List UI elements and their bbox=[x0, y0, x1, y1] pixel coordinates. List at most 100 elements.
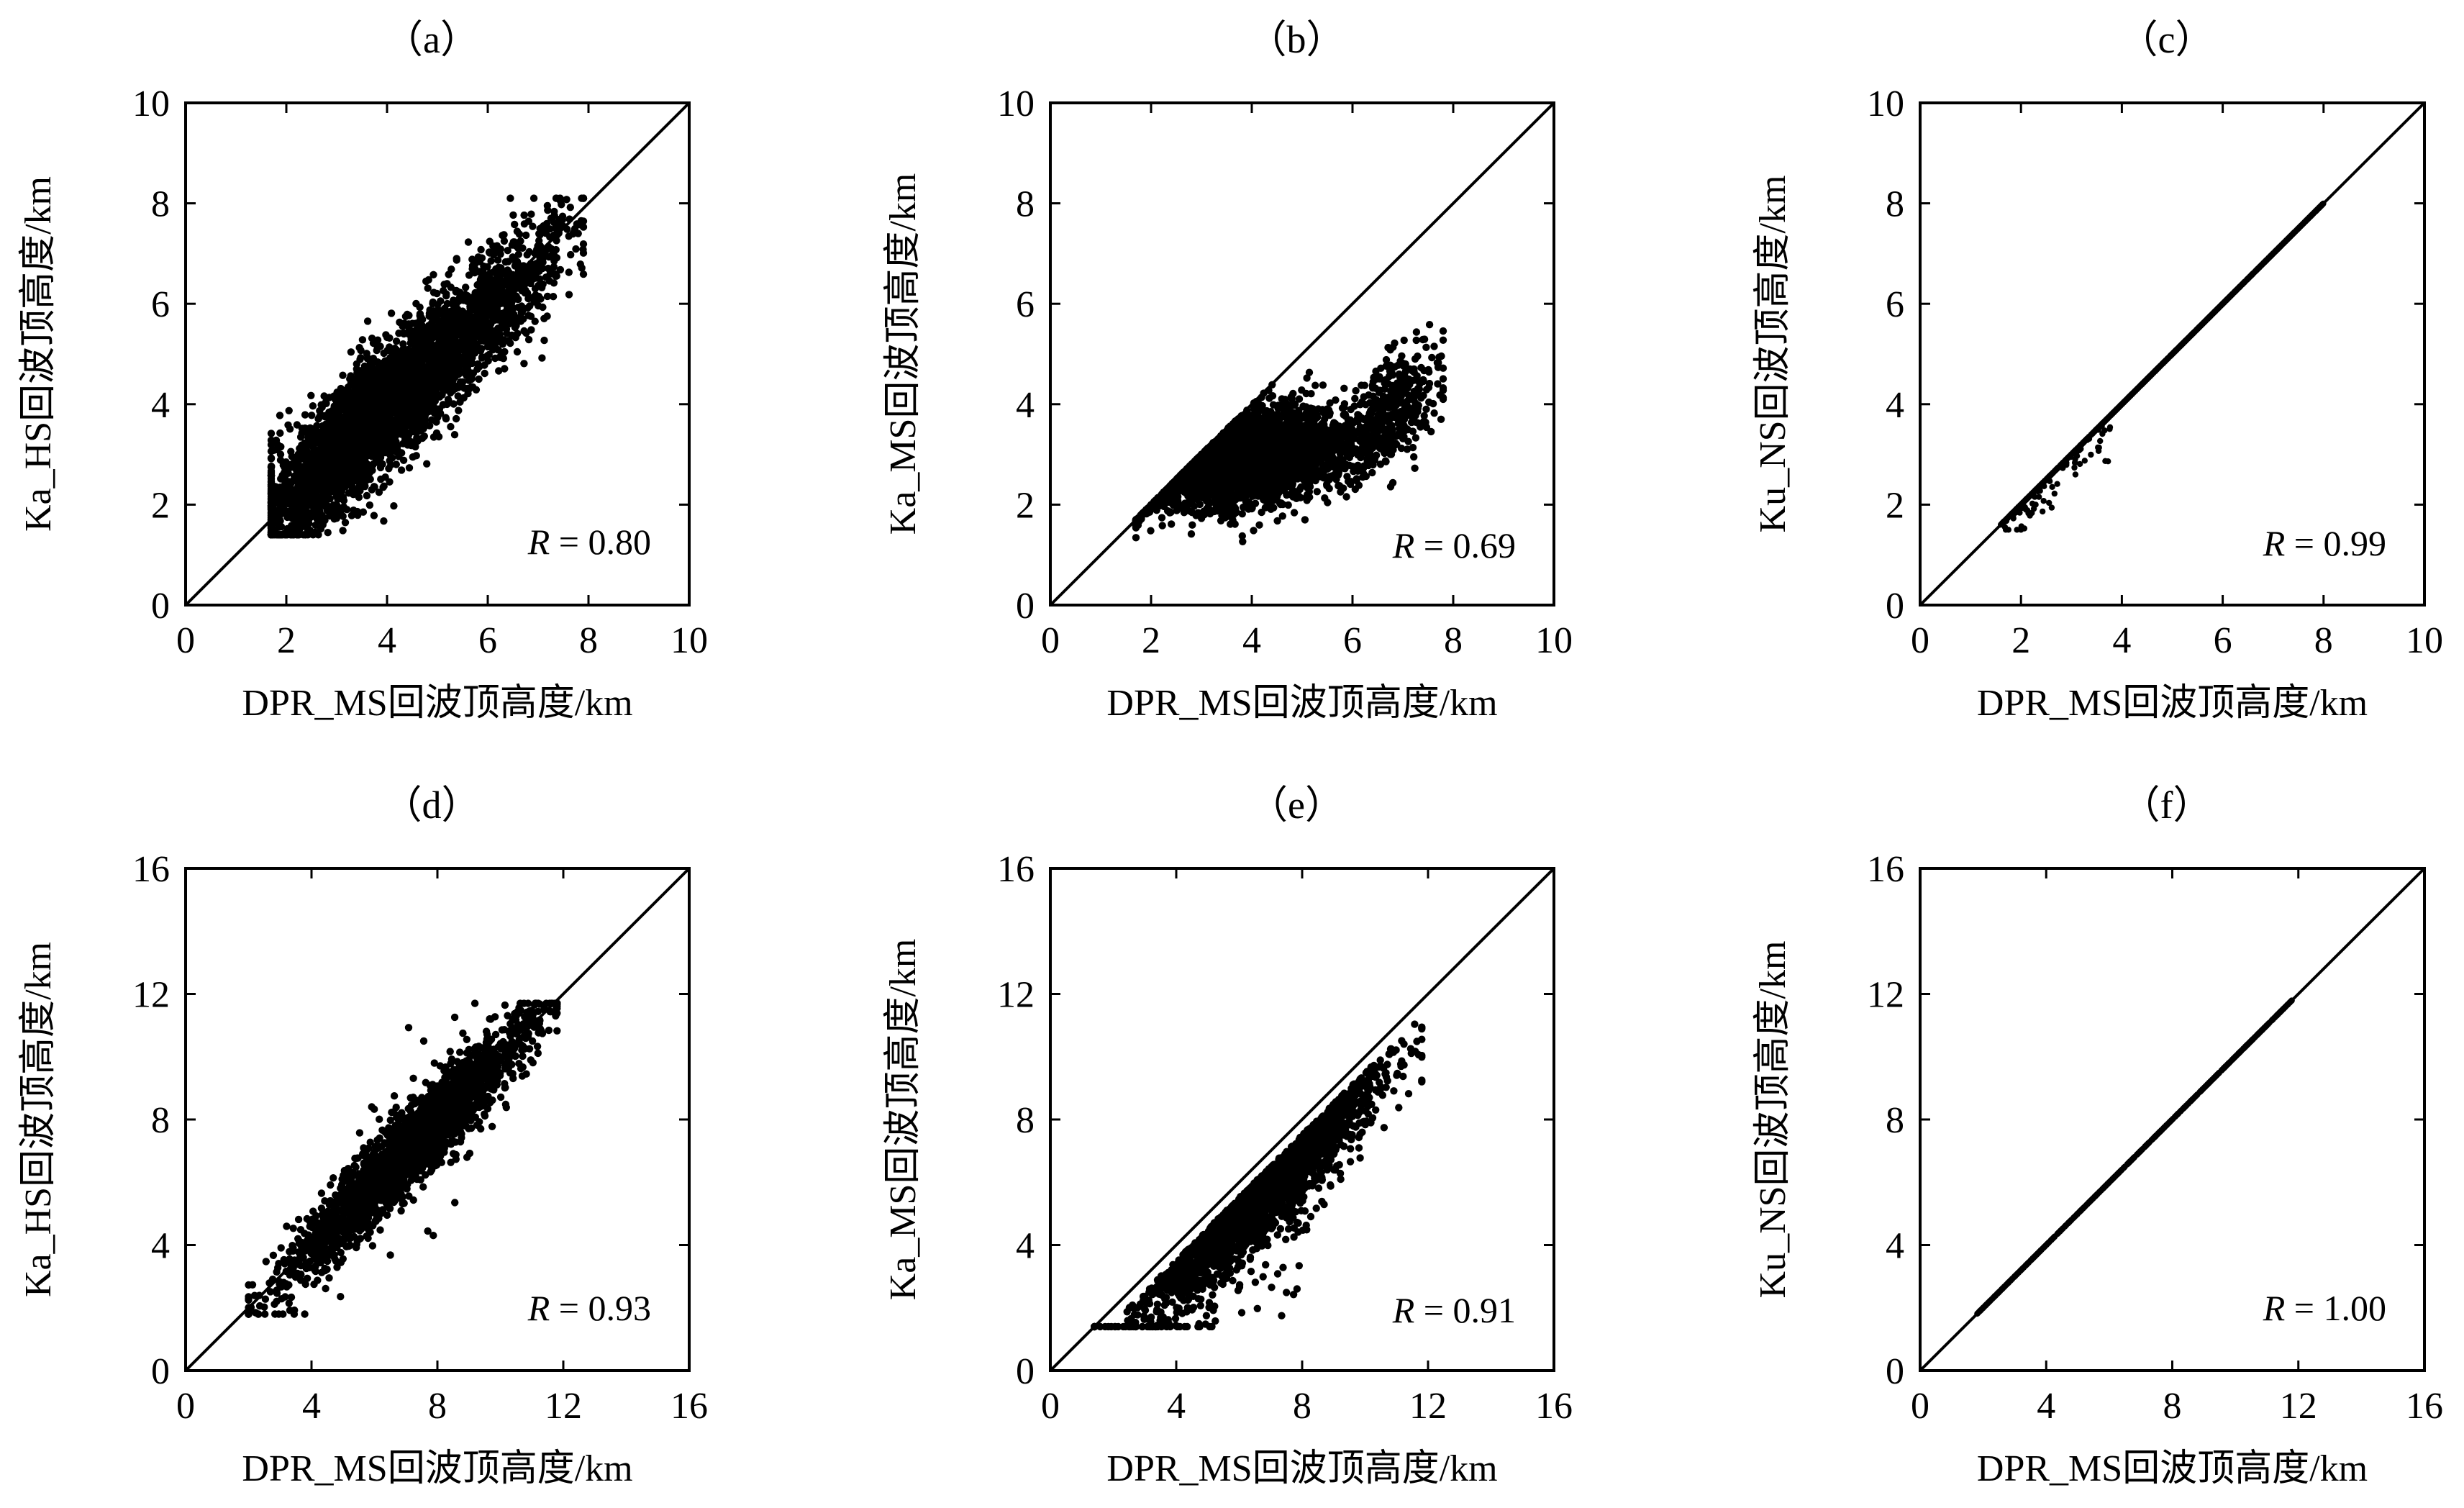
data-point bbox=[481, 361, 488, 369]
data-point bbox=[378, 413, 386, 421]
data-point bbox=[543, 292, 552, 301]
data-point bbox=[372, 456, 381, 465]
data-point bbox=[386, 450, 394, 459]
data-point bbox=[399, 329, 408, 337]
data-point bbox=[345, 453, 353, 461]
data-point bbox=[309, 485, 317, 493]
data-point bbox=[410, 362, 418, 370]
data-point bbox=[452, 414, 460, 423]
data-point bbox=[440, 281, 448, 289]
data-point bbox=[486, 269, 494, 277]
data-point bbox=[565, 291, 573, 299]
data-point bbox=[1411, 434, 1420, 442]
data-point bbox=[437, 363, 445, 371]
correlation-value: = 0.80 bbox=[550, 522, 651, 562]
data-point bbox=[447, 355, 455, 363]
data-point bbox=[520, 220, 529, 228]
data-point bbox=[542, 273, 550, 281]
data-point bbox=[276, 429, 284, 437]
data-point bbox=[494, 256, 502, 264]
data-point bbox=[429, 299, 437, 308]
data-point bbox=[413, 434, 421, 442]
data-point bbox=[309, 402, 317, 410]
data-point bbox=[514, 295, 522, 304]
data-point bbox=[453, 255, 460, 263]
data-point bbox=[447, 422, 455, 431]
data-point bbox=[504, 247, 512, 255]
data-point bbox=[553, 272, 560, 280]
data-point bbox=[373, 358, 382, 366]
data-point bbox=[412, 411, 419, 419]
data-point bbox=[405, 464, 414, 472]
data-point bbox=[576, 260, 584, 268]
data-point bbox=[1297, 483, 1305, 491]
data-point bbox=[352, 417, 360, 424]
data-point bbox=[358, 336, 367, 344]
data-point bbox=[440, 286, 447, 295]
data-point bbox=[468, 255, 476, 263]
data-point bbox=[359, 417, 367, 425]
data-point bbox=[524, 294, 532, 303]
data-point bbox=[314, 492, 322, 500]
data-point bbox=[520, 327, 528, 335]
data-point bbox=[348, 483, 357, 492]
data-point bbox=[285, 406, 293, 414]
data-point bbox=[322, 439, 331, 447]
data-point bbox=[385, 465, 393, 473]
data-point bbox=[506, 194, 514, 202]
data-point bbox=[313, 422, 321, 430]
data-point bbox=[273, 445, 281, 454]
data-point bbox=[304, 465, 312, 474]
data-point bbox=[579, 249, 588, 257]
data-point bbox=[496, 245, 504, 253]
data-point bbox=[437, 310, 445, 318]
data-point bbox=[405, 415, 413, 423]
data-point bbox=[450, 400, 458, 408]
y-axis-label: Ka_HS回波顶高度/km bbox=[18, 176, 59, 532]
y-tick-label: 6 bbox=[151, 284, 170, 325]
data-point bbox=[511, 220, 519, 229]
data-point bbox=[486, 237, 494, 245]
data-point bbox=[522, 274, 529, 282]
data-point bbox=[268, 463, 276, 471]
data-point bbox=[527, 210, 535, 218]
data-point bbox=[296, 433, 305, 441]
data-point bbox=[304, 433, 312, 441]
data-point bbox=[535, 301, 542, 310]
data-point bbox=[552, 194, 560, 202]
data-point bbox=[577, 217, 586, 225]
data-point bbox=[359, 508, 368, 516]
data-point bbox=[461, 291, 469, 299]
data-point bbox=[267, 495, 276, 504]
data-point bbox=[1351, 394, 1359, 403]
data-point bbox=[566, 204, 574, 212]
data-point bbox=[342, 389, 350, 398]
data-point bbox=[417, 347, 424, 355]
data-point bbox=[449, 386, 457, 395]
data-point bbox=[365, 404, 373, 412]
data-point bbox=[267, 475, 276, 483]
data-point bbox=[366, 475, 374, 483]
y-tick-label: 10 bbox=[132, 83, 170, 124]
data-point bbox=[267, 531, 276, 539]
data-point bbox=[460, 384, 468, 392]
data-point bbox=[432, 416, 440, 424]
data-point bbox=[406, 386, 414, 395]
data-point bbox=[280, 459, 288, 467]
data-point bbox=[579, 270, 588, 278]
data-point bbox=[518, 287, 526, 295]
data-point bbox=[457, 313, 465, 322]
panel-a: （a）0 2 4 6 8 100246810DPR_MS回波顶高度/kmKa_HS回波顶高… bbox=[18, 18, 708, 724]
data-point bbox=[579, 240, 588, 248]
data-point bbox=[318, 512, 326, 519]
data-point bbox=[380, 517, 388, 525]
data-point bbox=[461, 335, 470, 343]
data-point bbox=[373, 342, 381, 350]
data-point bbox=[358, 464, 366, 473]
data-point bbox=[1319, 381, 1327, 389]
data-point bbox=[322, 489, 330, 497]
data-point bbox=[450, 373, 458, 381]
data-point bbox=[267, 506, 276, 514]
data-point bbox=[493, 326, 501, 334]
